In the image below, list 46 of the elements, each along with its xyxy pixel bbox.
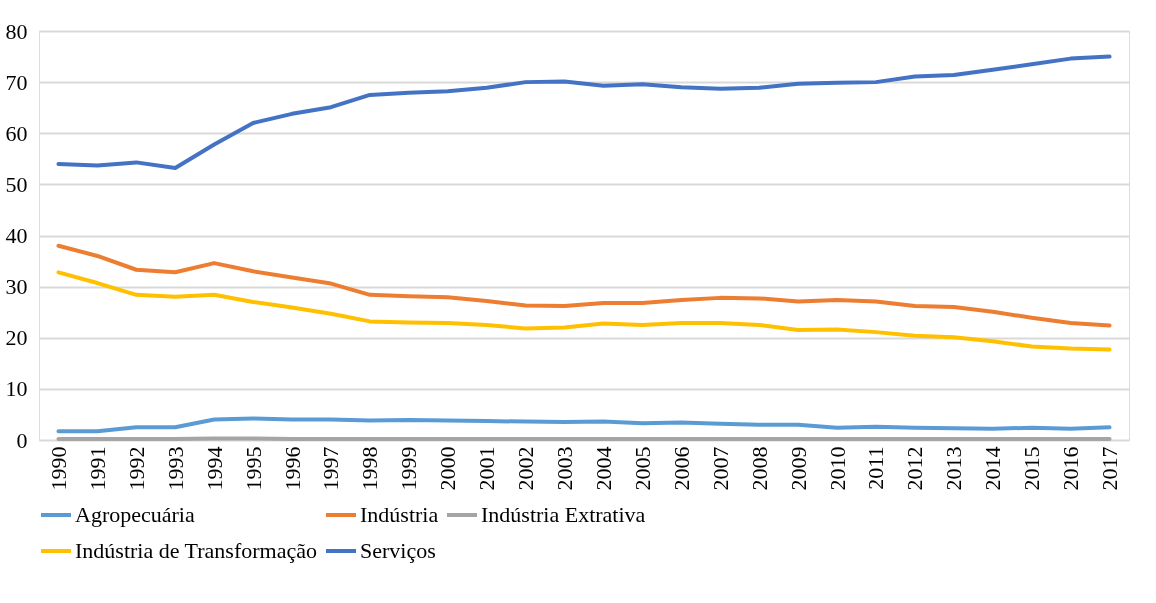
y-tick-label: 30 [5,274,28,300]
x-tick-label: 2006 [668,446,694,491]
line-series [56,416,1112,434]
line-series [56,54,1112,171]
x-tick-label: 2012 [902,446,928,491]
x-tick-label: 1997 [318,446,344,491]
y-tick-label: 10 [5,376,28,402]
y-tick-label: 0 [16,427,28,453]
y-tick-label: 60 [5,120,28,146]
legend-label: Indústria Extrativa [481,502,646,527]
x-tick-label: 2007 [707,446,733,491]
x-tick-label: 2009 [785,446,811,491]
x-tick-label: 1994 [201,446,227,491]
y-tick-label: 50 [5,171,28,197]
x-tick-label: 2002 [513,446,539,491]
legend-label: Indústria [360,502,439,527]
line-series [56,243,1112,328]
x-tick-label: 1998 [357,446,383,491]
x-tick-label: 1991 [84,446,110,491]
x-tick-label: 1992 [123,446,149,491]
x-tick-label: 2000 [435,446,461,491]
x-tick-label: 2014 [980,446,1006,491]
x-tick-label: 2010 [824,446,850,491]
x-tick-label: 2013 [941,446,967,491]
y-tick-label: 20 [5,325,28,351]
x-tick-label: 2015 [1019,446,1045,491]
y-tick-label: 40 [5,223,28,248]
legend-label: Serviços [360,538,436,563]
x-tick-label: 1999 [396,446,422,491]
legend-label: Indústria de Transformação [75,538,317,563]
x-tick-label: 2008 [746,446,772,491]
x-tick-label: 1993 [162,446,188,491]
y-tick-label: 80 [5,18,28,44]
x-tick-label: 2017 [1097,446,1123,491]
x-tick-label: 2003 [552,446,578,491]
x-tick-label: 1995 [240,446,266,491]
x-tick-label: 2011 [863,446,889,490]
y-tick-label: 70 [5,69,28,95]
x-tick-label: 2005 [629,446,655,491]
x-tick-label: 1996 [279,446,305,491]
line-series [56,270,1112,352]
x-tick-label: 1990 [45,446,71,491]
x-tick-label: 2001 [474,446,500,491]
x-tick-label: 2004 [590,446,616,491]
legend-label: Agropecuária [75,502,195,527]
x-tick-label: 2016 [1058,446,1084,491]
